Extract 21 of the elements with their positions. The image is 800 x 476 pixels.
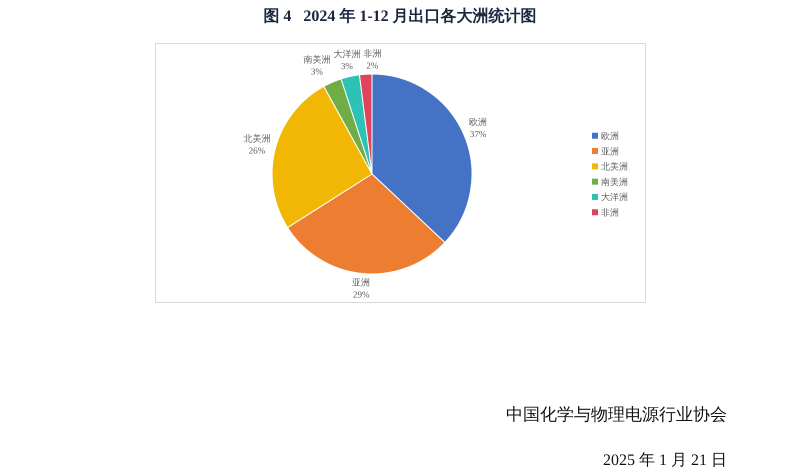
legend-label: 欧洲 bbox=[601, 130, 619, 141]
data-label: 2% bbox=[366, 60, 379, 71]
text: 2025 年 1 月 21 日 bbox=[603, 452, 727, 469]
legend-label: 大洋洲 bbox=[601, 192, 628, 202]
data-label: 3% bbox=[310, 66, 324, 76]
slice-label: 北美洲 bbox=[243, 133, 270, 144]
data-label: 3% bbox=[340, 61, 354, 72]
slice-label: 非洲 bbox=[363, 48, 382, 59]
slice-label: 亚洲 bbox=[352, 277, 370, 288]
slice-label: 南美洲 bbox=[303, 54, 330, 64]
slice-label: 欧洲 bbox=[469, 117, 488, 128]
text: 中国化学与物理电源行业协会 bbox=[506, 405, 727, 424]
data-label: 37% bbox=[470, 129, 487, 140]
slice-label: 大洋洲 bbox=[333, 49, 360, 60]
data-label: 29% bbox=[352, 289, 370, 300]
data-label: 26% bbox=[248, 145, 266, 156]
legend-label: 亚洲 bbox=[601, 146, 619, 156]
chart-title: 图 4 2024 年 1-12 月出口各大洲统计图 bbox=[263, 7, 537, 25]
legend-label: 北美洲 bbox=[601, 162, 628, 172]
legend-label: 南美洲 bbox=[601, 176, 628, 187]
legend-label: 非洲 bbox=[601, 207, 619, 218]
